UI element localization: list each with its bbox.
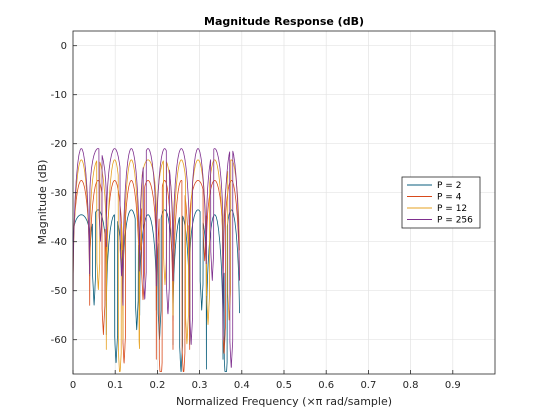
y-tick-label: -60 bbox=[51, 335, 67, 346]
x-tick-label: 0.1 bbox=[107, 380, 123, 391]
y-axis-label: Magnitude (dB) bbox=[36, 160, 49, 245]
x-axis-ticks: 0 0.1 0.2 0.3 0.4 0.5 0.6 0.7 0.8 0.9 bbox=[70, 370, 461, 391]
series-line-p-256 bbox=[72, 148, 240, 368]
y-tick-label: -20 bbox=[51, 139, 67, 150]
x-axis-label: Normalized Frequency (×π rad/sample) bbox=[176, 395, 392, 408]
x-tick-label: 0.2 bbox=[149, 380, 165, 391]
grid-lines bbox=[72, 31, 495, 374]
x-tick-label: 0 bbox=[70, 380, 76, 391]
chart-title: Magnitude Response (dB) bbox=[204, 15, 364, 28]
legend: P = 2 P = 4P = 12 P = 256 bbox=[401, 176, 481, 229]
y-tick-label: 0 bbox=[61, 41, 67, 52]
legend-label-p-2: P = 2 bbox=[437, 181, 461, 191]
x-tick-label: 0.3 bbox=[192, 380, 208, 391]
y-axis-ticks: 0 -10 -20 -30 -40 -50 -60 bbox=[51, 41, 77, 346]
series-line-p-4 bbox=[72, 179, 240, 373]
legend-label-p-256: P = 256 bbox=[437, 216, 473, 226]
x-tick-label: 0.5 bbox=[276, 380, 292, 391]
x-tick-label: 0.8 bbox=[403, 380, 419, 391]
y-tick-label: -10 bbox=[51, 90, 67, 101]
y-tick-label: -40 bbox=[51, 237, 67, 248]
x-tick-label: 0.6 bbox=[318, 380, 334, 391]
x-tick-label: 0.7 bbox=[360, 380, 376, 391]
y-tick-label: -30 bbox=[51, 188, 67, 199]
series-layer bbox=[72, 148, 240, 373]
legend-label-p-4: P = 4 bbox=[437, 193, 462, 203]
y-tick-label: -50 bbox=[51, 286, 67, 297]
legend-label-p-12: P = 12 bbox=[437, 204, 467, 214]
x-tick-label: 0.4 bbox=[234, 380, 250, 391]
x-tick-label: 0.9 bbox=[445, 380, 461, 391]
